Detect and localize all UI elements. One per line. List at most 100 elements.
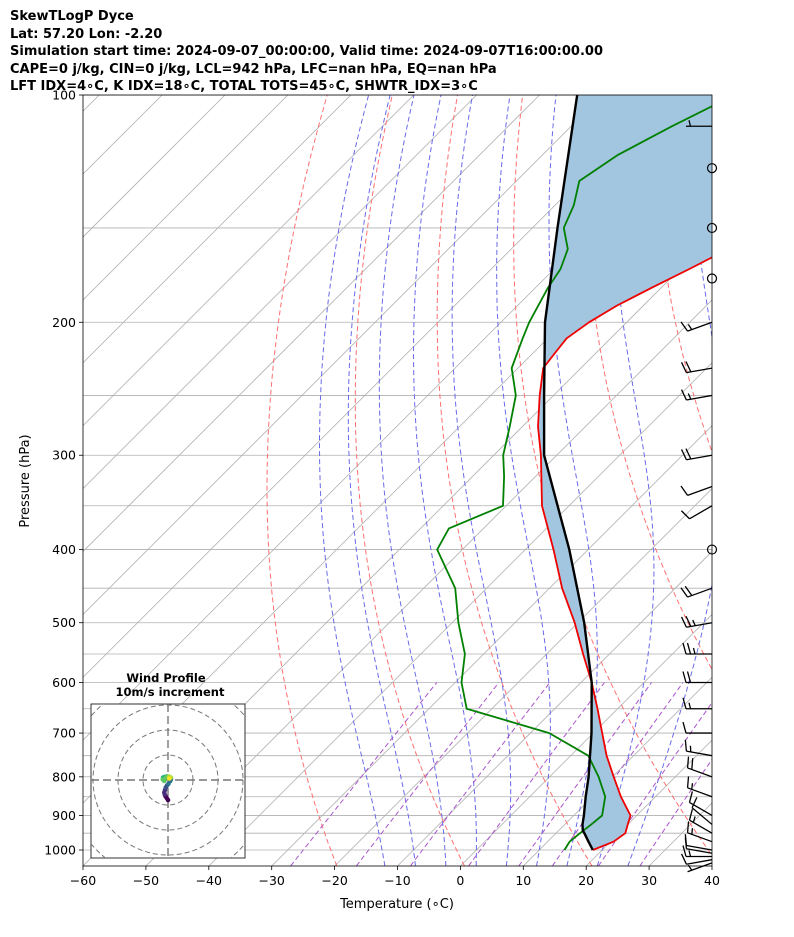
calm-wind-circle xyxy=(706,273,718,284)
y-tick-label: 900 xyxy=(52,808,76,823)
wind-barb-half-flag xyxy=(691,828,694,835)
isotherm-line xyxy=(83,95,414,427)
moist-adiabat xyxy=(596,95,655,866)
moist-adiabat xyxy=(548,95,598,866)
wind-barb-flag xyxy=(680,510,690,520)
wind-barb-half-flag xyxy=(692,816,696,823)
hodograph-inset: Wind Profile 10m/s increment xyxy=(90,671,246,859)
wind-barb-shaft xyxy=(686,844,713,851)
dry-adiabat xyxy=(436,95,593,866)
isotherm-line xyxy=(271,425,712,866)
x-axis-label: Temperature (∘C) xyxy=(339,897,454,912)
isotherm-line xyxy=(397,550,712,866)
wind-barb-flag xyxy=(684,585,693,596)
isotherm-line xyxy=(83,95,226,238)
isotherm-line xyxy=(711,865,712,866)
mixing-ratio-line xyxy=(518,682,653,866)
wind-barb-half-flag xyxy=(687,864,693,871)
isotherm-line xyxy=(83,95,666,678)
y-axis-label: Pressure (hPa) xyxy=(18,434,33,527)
wind-barb-shaft xyxy=(689,505,713,520)
wind-barb-flag xyxy=(691,758,694,770)
wind-barb-flag xyxy=(684,739,688,752)
wind-barb-flag xyxy=(686,821,690,833)
x-tick-label: −40 xyxy=(196,873,222,888)
hodograph-point xyxy=(166,776,172,781)
isotherm-line xyxy=(83,95,603,615)
dry-adiabat xyxy=(718,95,794,866)
isotherm-line xyxy=(83,95,289,301)
wind-barb-half-flag xyxy=(687,324,693,330)
y-tick-label: 400 xyxy=(52,542,76,557)
time-line: Simulation start time: 2024-09-07_00:00:… xyxy=(10,44,603,59)
y-tick-label: 800 xyxy=(52,769,76,784)
wind-barb-half-flag xyxy=(692,619,696,626)
wind-barbs xyxy=(680,120,718,873)
moist-adiabat xyxy=(347,95,416,866)
x-tick-label: 10 xyxy=(515,873,531,888)
wind-barb-flag xyxy=(680,362,687,373)
isotherm-line xyxy=(334,488,712,866)
y-tick-label: 100 xyxy=(52,88,76,103)
cape-shading xyxy=(538,95,712,850)
isotherm-line xyxy=(83,95,100,112)
wind-barb-flag xyxy=(680,389,687,401)
axis-ticks: −60 −50 −40 −30 −20 −10 0 10 20 30 40 100 200 300 400 5… xyxy=(44,88,720,889)
y-tick-label: 200 xyxy=(52,315,76,330)
indices-line: LFT IDX=4∘C, K IDX=18∘C, TOTAL TOTS=45∘C… xyxy=(10,79,478,94)
dry-adiabat xyxy=(513,95,712,857)
wind-barb-flag xyxy=(686,642,692,655)
wind-barb-flag xyxy=(680,587,689,598)
wind-barb-flag xyxy=(688,791,694,803)
wind-barb-flag xyxy=(682,697,687,709)
mixing-ratio-line xyxy=(409,682,551,866)
x-tick-label: 20 xyxy=(578,873,594,888)
profile-lines xyxy=(436,95,712,851)
wind-barb-flag xyxy=(684,834,688,846)
wind-barb-flag xyxy=(686,756,690,768)
isotherm-line xyxy=(83,95,540,553)
temperature-line xyxy=(537,256,712,851)
wind-barb-flag xyxy=(686,776,690,788)
wind-barb-flag xyxy=(682,721,687,734)
x-tick-label: 0 xyxy=(456,873,464,888)
wind-barb-half-flag xyxy=(692,647,696,655)
wind-barb-flag xyxy=(688,808,694,821)
wind-barb-half-flag xyxy=(688,120,692,127)
location-line: Lat: 57.20 Lon: -2.20 xyxy=(10,26,163,42)
y-tick-label: 500 xyxy=(52,615,76,630)
calm-wind-circle xyxy=(706,222,718,234)
wind-barb-shaft xyxy=(691,807,713,825)
mixing-ratio-line xyxy=(597,701,712,866)
chart-title: SkewTLogP Dyce xyxy=(10,9,134,24)
hodograph-subtitle: 10m/s increment xyxy=(116,685,225,699)
wind-barb-flag xyxy=(680,321,689,332)
mixing-ratio-line xyxy=(290,682,438,866)
wind-barb-flag xyxy=(691,797,698,808)
isotherm-line xyxy=(145,299,712,866)
y-tick-label: 700 xyxy=(52,726,76,741)
wind-barb-half-flag xyxy=(688,850,692,857)
calm-wind-circle xyxy=(706,163,718,174)
moist-adiabat xyxy=(378,95,447,866)
x-tick-label: 40 xyxy=(704,873,720,888)
dry-adiabat xyxy=(354,95,465,866)
wind-barb-shaft xyxy=(686,848,713,854)
wind-barb-half-flag xyxy=(691,783,694,790)
wind-barb-half-flag xyxy=(688,702,692,709)
moist-adiabat xyxy=(496,95,551,866)
x-tick-label: −60 xyxy=(70,873,96,888)
dry-adiabat xyxy=(266,95,338,866)
moist-adiabat xyxy=(451,95,512,866)
x-tick-label: 30 xyxy=(641,873,657,888)
hodograph-point xyxy=(161,778,167,784)
mixing-ratio-line xyxy=(468,682,605,866)
isotherm-line xyxy=(208,362,712,866)
y-tick-label: 600 xyxy=(52,675,76,690)
dry-adiabat xyxy=(783,95,794,866)
wind-barb-shaft xyxy=(689,801,713,817)
wind-barb-half-flag xyxy=(687,393,692,400)
wind-barb-flag xyxy=(680,485,689,496)
moist-adiabat xyxy=(412,95,477,866)
